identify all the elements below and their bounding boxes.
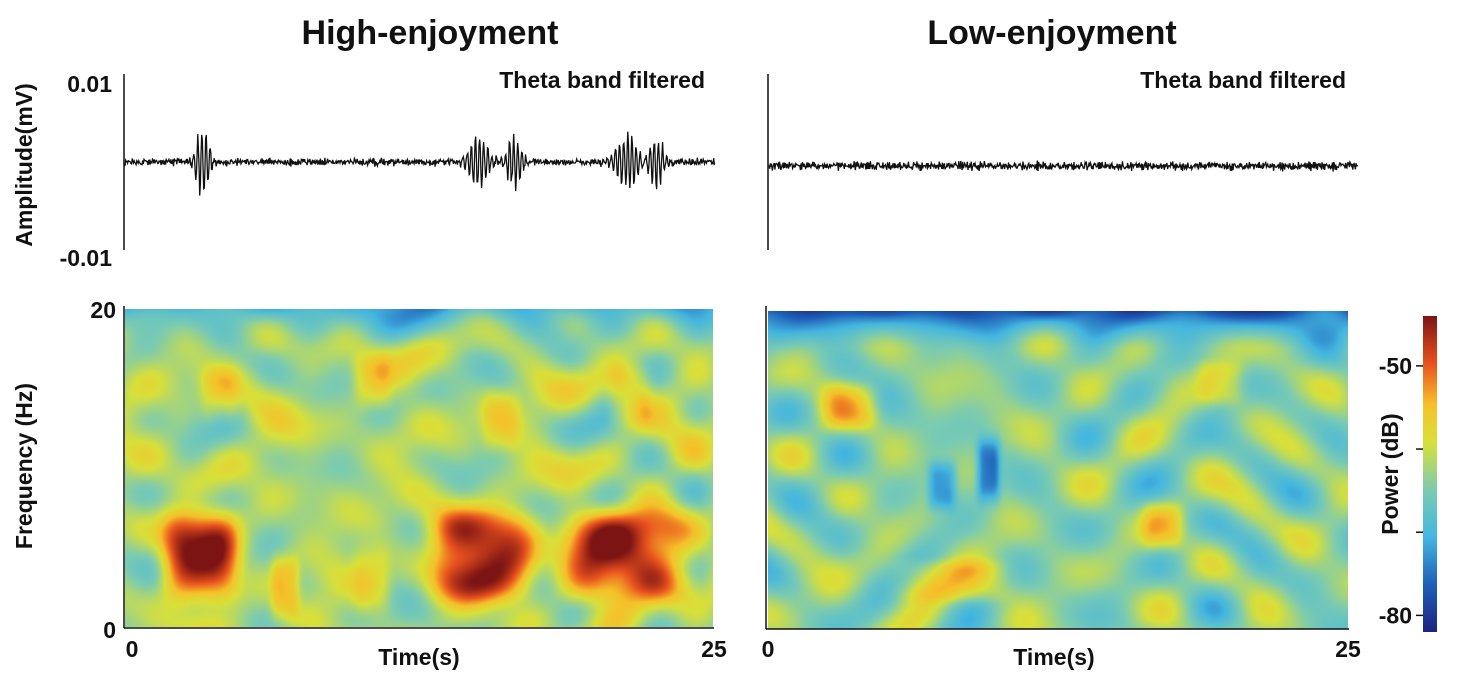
spec-high-xlabel: Time(s) <box>378 644 459 670</box>
trace-panel-high: 0.01 -0.01 Amplitude(mV) Theta band filt… <box>11 67 716 271</box>
spec-high-xtick-left: 0 <box>126 636 139 662</box>
colorbar-label: Power (dB) <box>1377 413 1403 534</box>
spec-high-ytick-bottom: 0 <box>103 617 116 643</box>
spec-low-xlabel: Time(s) <box>1013 644 1094 670</box>
title-low: Low-enjoyment <box>927 14 1176 52</box>
spec-high-ytick-top: 20 <box>90 297 116 323</box>
trace-high-ytick-top: 0.01 <box>67 71 112 97</box>
colorbar-ticks <box>1416 365 1423 617</box>
spec-high-xtick-right: 25 <box>701 636 727 662</box>
spec-low-xtick-left: 0 <box>762 636 775 662</box>
spectrogram-panel-high: 20 0 Frequency (Hz) 0 25 Time(s) <box>11 297 727 670</box>
trace-high-ytick-bottom: -0.01 <box>60 245 113 271</box>
trace-panel-low: Theta band filtered <box>767 67 1359 250</box>
title-high: High-enjoyment <box>302 14 559 52</box>
trace-high-ylabel: Amplitude(mV) <box>11 83 37 247</box>
trace-low-annotation: Theta band filtered <box>1140 67 1346 93</box>
colorbar-tick-label: -80 <box>1379 602 1412 628</box>
colorbar-tick-label: -50 <box>1379 353 1412 379</box>
spectrogram-panel-low: 0 25 Time(s) <box>762 306 1361 670</box>
colorbar-gradient <box>1423 316 1437 632</box>
spec-high-ylabel: Frequency (Hz) <box>11 383 37 549</box>
trace-low-line <box>768 159 1359 172</box>
spectrogram-low <box>768 311 1348 629</box>
trace-high-annotation: Theta band filtered <box>499 67 705 93</box>
spectrogram-high <box>125 309 713 627</box>
trace-high-line <box>124 131 716 196</box>
colorbar: Power (dB) -50 -80 <box>1377 316 1437 632</box>
spec-low-xtick-right: 25 <box>1335 636 1361 662</box>
